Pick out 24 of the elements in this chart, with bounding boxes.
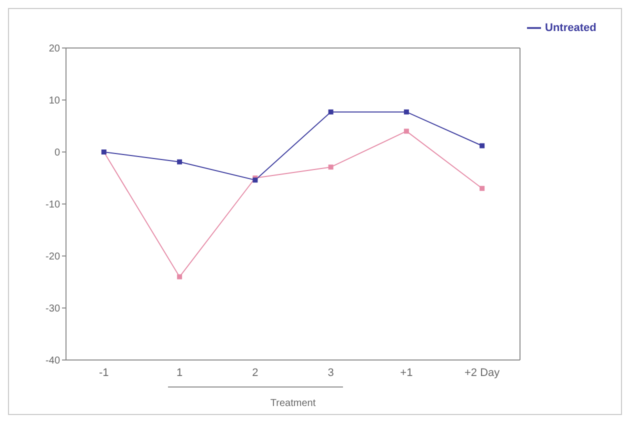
x-tick-label: 1 [176,366,183,379]
y-tick-label: 0 [54,148,60,159]
x-axis-title: Treatment [270,398,316,409]
x-tick-label: +1 [400,366,413,379]
point [328,164,334,170]
point [328,109,334,114]
y-tick-label: -30 [46,304,60,315]
point [252,178,258,183]
point [404,109,409,114]
legend-label: Untreated [545,22,596,34]
x-tick-label: 3 [328,366,334,379]
y-tick-label: 10 [48,96,60,107]
point [404,128,409,134]
point [177,159,182,164]
y-tick-label: -40 [46,356,60,367]
y-tick-label: -20 [46,252,60,263]
x-tick-label: -1 [99,366,109,379]
x-tick-label: 2 [252,366,258,379]
point [177,274,182,280]
y-tick-label: -10 [46,200,60,211]
x-tick-label: +2 Day [464,366,500,379]
y-tick-label: 20 [48,44,60,55]
point [480,186,485,191]
point [480,143,485,148]
